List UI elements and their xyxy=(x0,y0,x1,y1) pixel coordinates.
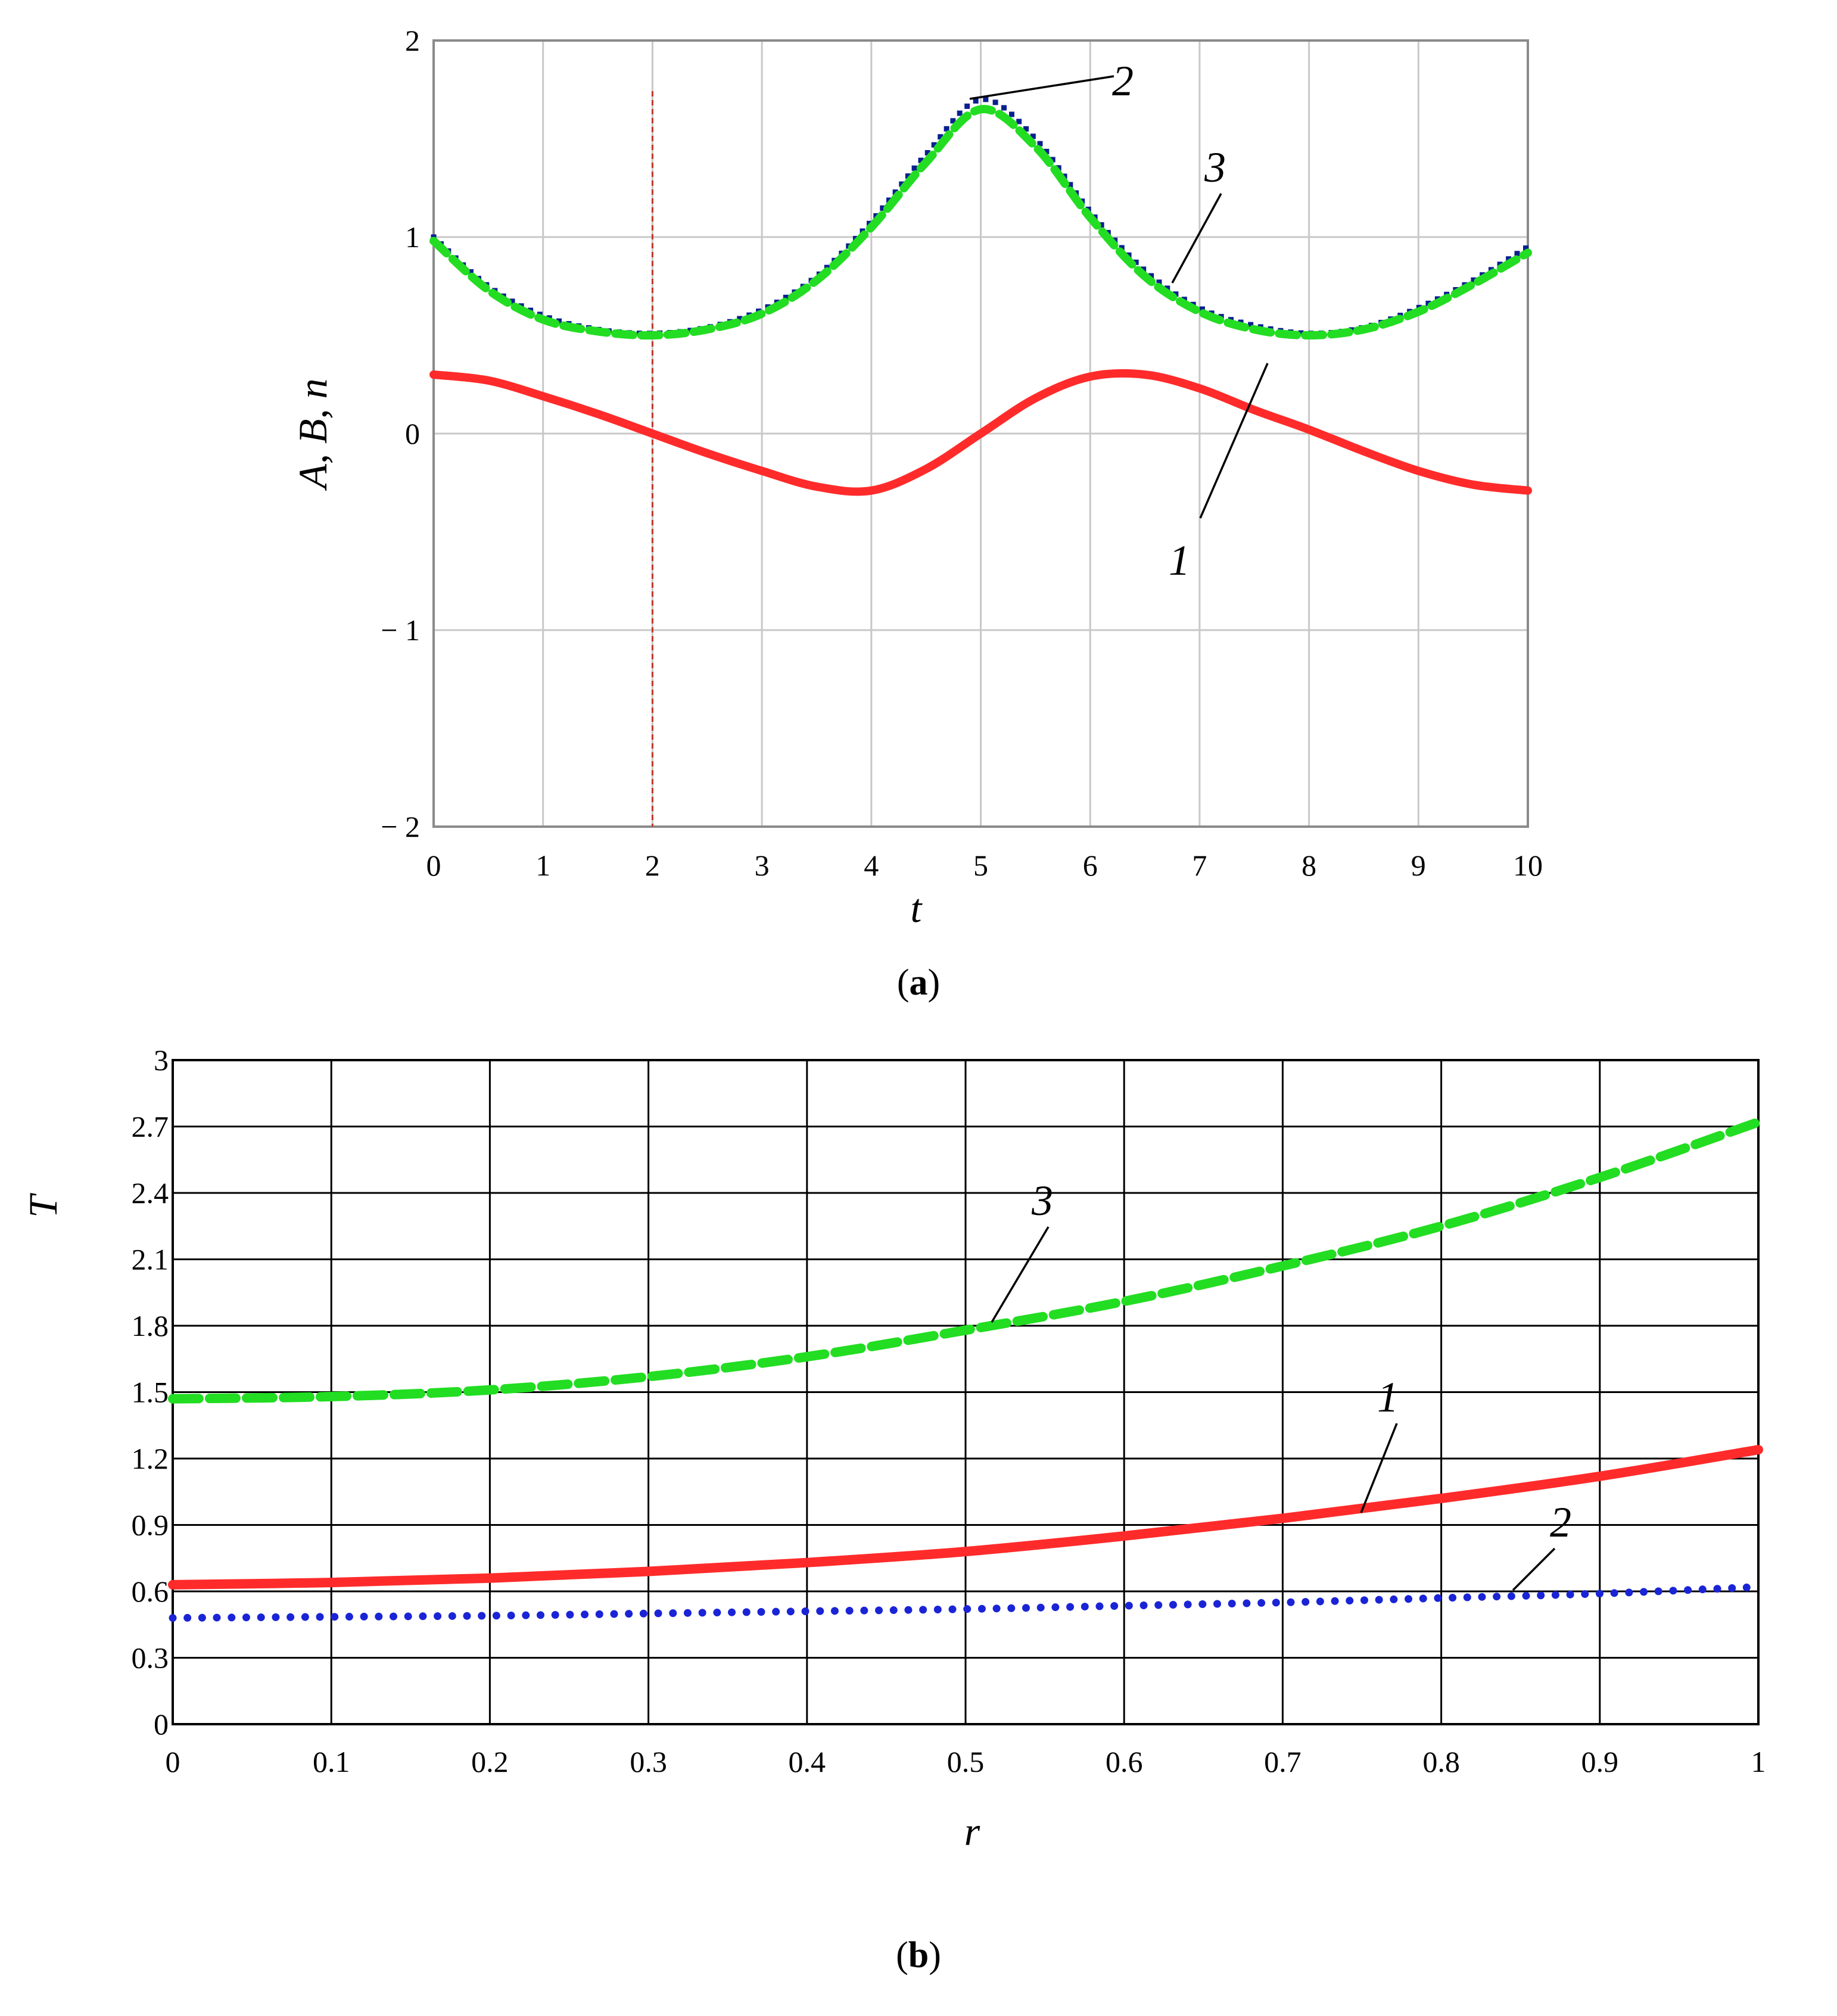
plot-frame xyxy=(172,1059,1760,1725)
caption-close: ) xyxy=(929,1935,941,1976)
series-2-line xyxy=(169,1583,1763,1622)
y-axis-label: T xyxy=(20,1193,66,1218)
caption-open: ( xyxy=(897,962,910,1003)
series-3-label: 3 xyxy=(1204,144,1226,191)
x-tick-label: 0.2 xyxy=(471,1745,509,1778)
series-1-line xyxy=(429,369,1532,496)
series-3-leader xyxy=(991,1226,1050,1323)
chart-b: 0 0.1 0.2 0.3 0.4 0.5 0.6 0.7 0.8 0.9 1 3 2.7 2.4 2.1 1… xyxy=(20,1043,1766,1976)
x-tick-label: 0.5 xyxy=(947,1745,985,1778)
x-tick-label: 0.1 xyxy=(313,1745,350,1778)
y-tick-label: − 2 xyxy=(381,810,420,843)
x-tick-label: 0.8 xyxy=(1422,1745,1460,1778)
x-tick-label: 0.9 xyxy=(1581,1745,1619,1778)
x-tick-label: 1 xyxy=(535,849,550,882)
series-3-line xyxy=(168,1117,1763,1404)
caption-letter: b xyxy=(908,1935,929,1976)
series-2-leader xyxy=(969,75,1114,100)
x-tick-label: 0 xyxy=(426,849,441,882)
panel-caption: (a) xyxy=(897,962,940,1003)
series-3-line xyxy=(429,105,1532,340)
x-tick-label: 3 xyxy=(755,849,770,882)
x-tick-label: 0.6 xyxy=(1106,1745,1143,1778)
x-tick-label: 0.4 xyxy=(789,1745,826,1778)
series-1-label: 1 xyxy=(1169,537,1190,584)
x-tick-label: 1 xyxy=(1751,1745,1766,1778)
x-tick-label: 10 xyxy=(1513,849,1543,882)
caption-open: ( xyxy=(896,1935,908,1976)
series-1-line xyxy=(168,1445,1763,1590)
caption-letter: a xyxy=(910,962,928,1003)
x-axis-label: t xyxy=(911,886,923,931)
series-2-leader xyxy=(1512,1547,1556,1591)
x-tick-label: 2 xyxy=(645,849,660,882)
series-1-label: 1 xyxy=(1377,1373,1399,1421)
x-tick-label: 0.3 xyxy=(630,1745,667,1778)
x-tick-label: 6 xyxy=(1083,849,1098,882)
y-tick-label: 0.3 xyxy=(132,1641,169,1675)
y-tick-label: 2.7 xyxy=(132,1110,169,1143)
y-tick-label: 1 xyxy=(405,220,420,254)
series-2-label: 2 xyxy=(1112,57,1134,105)
x-tick-label: 9 xyxy=(1411,849,1426,882)
y-tick-label: − 1 xyxy=(381,613,420,647)
y-tick-label: 3 xyxy=(154,1043,169,1077)
x-axis-label: r xyxy=(964,1809,980,1854)
x-tick-label: 7 xyxy=(1192,849,1207,882)
y-tick-label: 1.5 xyxy=(132,1376,169,1409)
x-tick-label: 0.7 xyxy=(1264,1745,1302,1778)
x-tick-label: 8 xyxy=(1302,849,1316,882)
x-tick-label: 0 xyxy=(166,1745,180,1778)
series-3-label: 3 xyxy=(1031,1177,1053,1224)
y-tick-label: 0 xyxy=(405,417,420,450)
panel-caption: (b) xyxy=(896,1935,941,1976)
plot-frame xyxy=(432,39,1529,828)
y-tick-label: 1.8 xyxy=(132,1309,169,1342)
y-tick-label: 2.1 xyxy=(132,1243,169,1276)
caption-close: ) xyxy=(928,962,941,1003)
y-tick-label: 2 xyxy=(405,24,420,57)
x-tick-label: 4 xyxy=(864,849,879,882)
y-tick-label: 2.4 xyxy=(132,1176,169,1210)
y-tick-label: 0.9 xyxy=(132,1509,169,1542)
series-1-leader xyxy=(1360,1423,1398,1513)
y-tick-label: 1.2 xyxy=(132,1442,169,1475)
series-1-leader xyxy=(1199,363,1269,519)
y-tick-label: 0.6 xyxy=(132,1575,169,1608)
series-2-label: 2 xyxy=(1550,1498,1571,1546)
series-3-leader xyxy=(1171,193,1222,283)
y-axis-label: A, B, n xyxy=(290,378,335,491)
x-tick-label: 5 xyxy=(973,849,988,882)
y-tick-label: 0 xyxy=(154,1707,169,1741)
